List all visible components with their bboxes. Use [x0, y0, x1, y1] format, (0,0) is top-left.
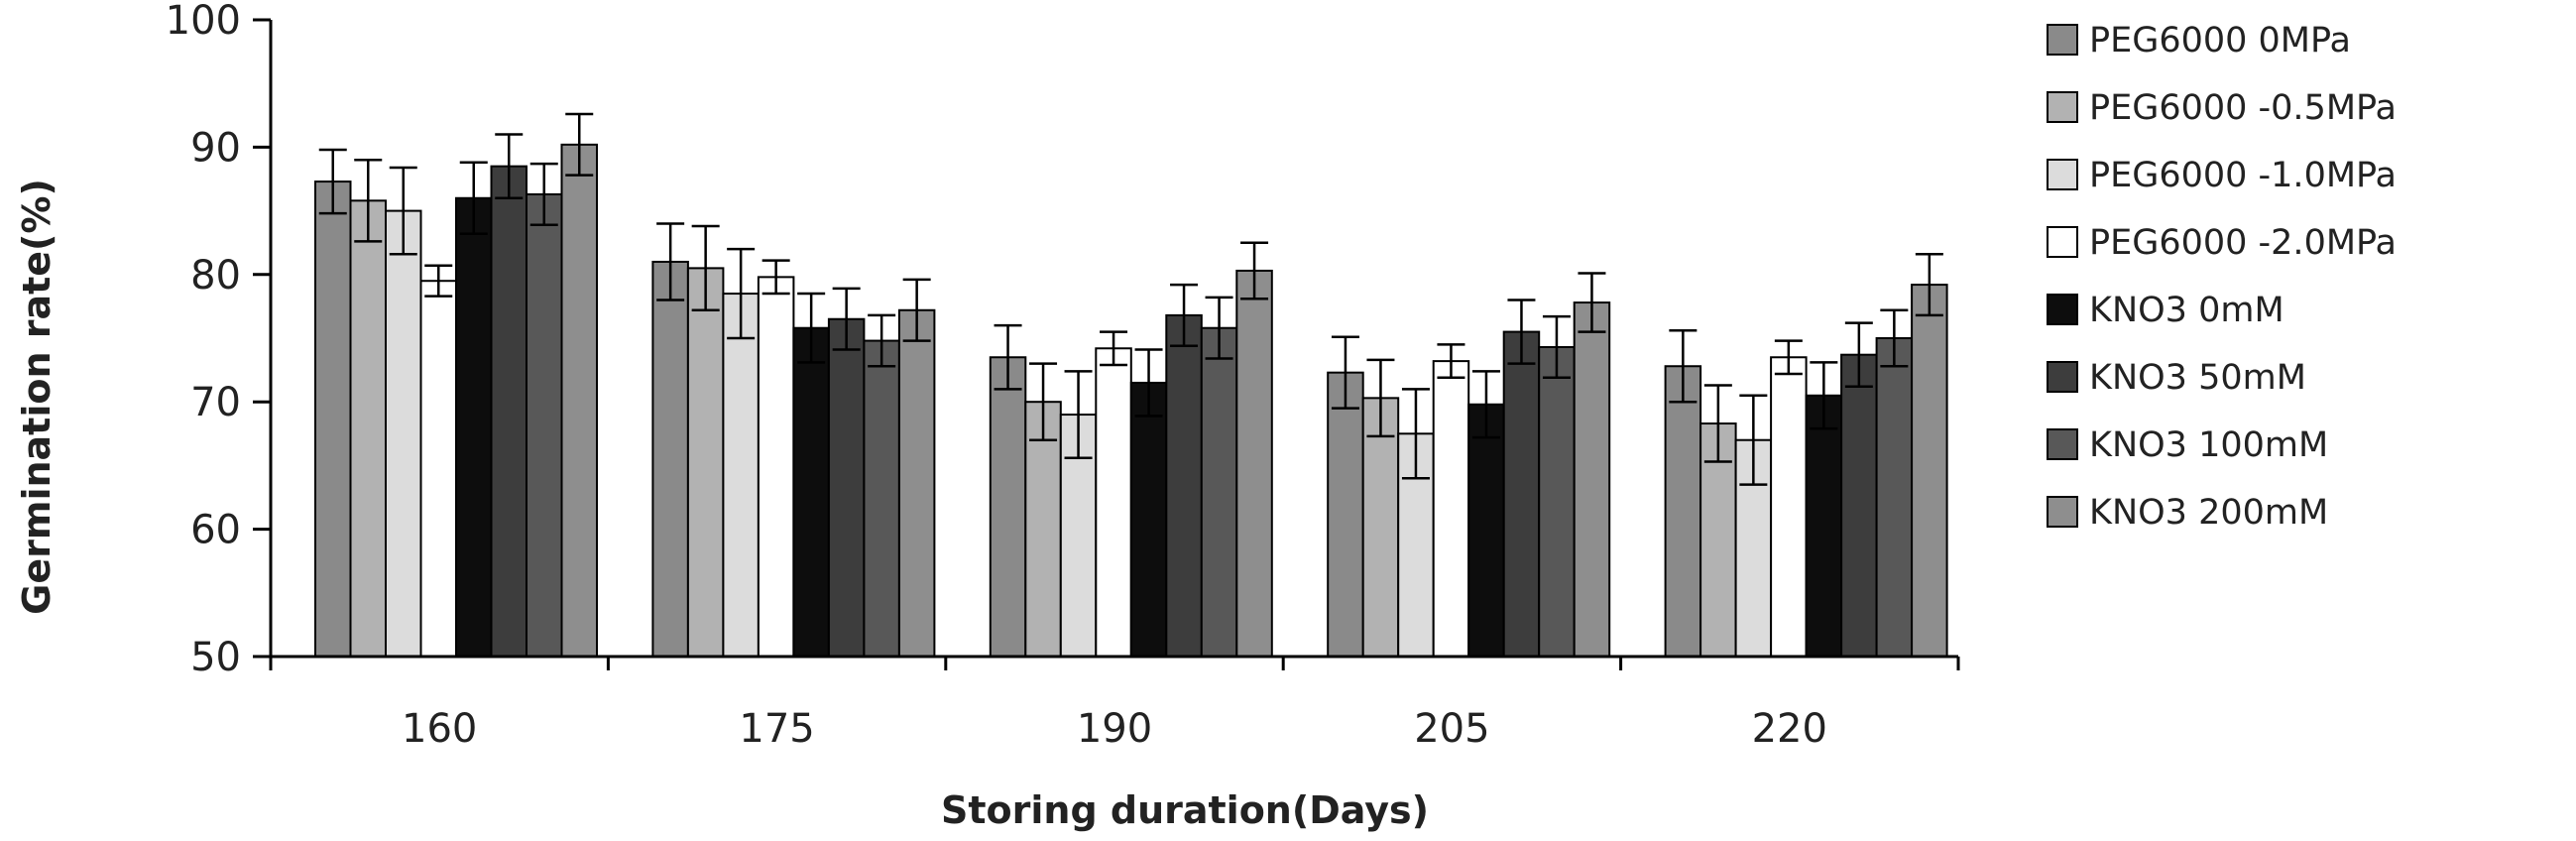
legend-label: KNO3 200mM: [2089, 493, 2328, 533]
y-tick-label: 80: [190, 253, 241, 299]
bar: [792, 326, 830, 658]
y-tick-label: 100: [166, 0, 241, 44]
legend-swatch: [2047, 496, 2078, 528]
bar: [897, 308, 936, 658]
bar: [1770, 356, 1808, 658]
bar: [686, 267, 725, 658]
legend-swatch: [2047, 91, 2078, 123]
y-ticks: 50 60 70 80 90 100: [166, 0, 271, 680]
bar: [989, 356, 1027, 658]
bar: [1875, 337, 1914, 658]
legend-swatch: [2047, 428, 2078, 460]
axes-layer: [269, 20, 1958, 659]
x-category-label: 190: [1077, 706, 1152, 752]
bar: [1840, 353, 1878, 658]
bar: [1805, 394, 1843, 658]
y-tick-label: 60: [190, 508, 241, 553]
bar: [314, 180, 352, 658]
y-tick-label: 50: [190, 635, 241, 680]
bar: [1911, 284, 1948, 658]
x-category-label: 205: [1414, 706, 1489, 752]
legend: PEG6000 0MPa PEG6000 -0.5MPa PEG6000 -1.0M…: [2047, 21, 2397, 533]
x-category-label: 175: [739, 706, 814, 752]
y-axis-title: Germination rate(%): [15, 179, 59, 615]
x-categories: 160 175 190 205 220: [269, 657, 1960, 752]
legend-swatch: [2047, 226, 2078, 258]
legend-swatch: [2047, 159, 2078, 190]
y-tick-label: 70: [190, 380, 241, 425]
legend-swatch: [2047, 24, 2078, 56]
bar: [1432, 360, 1470, 658]
legend-label: KNO3 100mM: [2089, 425, 2328, 465]
bar: [349, 199, 387, 658]
legend-swatch: [2047, 294, 2078, 325]
bar: [722, 293, 760, 658]
bar: [1327, 371, 1364, 658]
bar: [1095, 347, 1132, 658]
bar: [526, 192, 563, 659]
bar: [455, 196, 493, 658]
bar: [863, 339, 900, 658]
bar: [1467, 403, 1505, 658]
bar: [1235, 269, 1273, 658]
x-axis-title: Storing duration(Days): [941, 788, 1429, 832]
legend-swatch: [2047, 361, 2078, 393]
bar: [385, 209, 422, 658]
bar: [1664, 365, 1702, 658]
bar: [1502, 330, 1541, 658]
legend-label: KNO3 0mM: [2089, 291, 2284, 330]
bar: [1573, 301, 1611, 658]
x-category-label: 160: [402, 706, 477, 752]
legend-label: PEG6000 -0.5MPa: [2089, 88, 2397, 128]
bar: [651, 260, 689, 658]
bar: [1024, 401, 1062, 658]
bar: [757, 276, 795, 658]
legend-label: PEG6000 -2.0MPa: [2089, 223, 2397, 263]
bars-layer: [314, 112, 1948, 659]
bar: [419, 280, 457, 658]
x-category-label: 220: [1752, 706, 1827, 752]
bar: [560, 143, 598, 659]
legend-label: KNO3 50mM: [2089, 358, 2306, 398]
bar: [490, 165, 527, 658]
y-tick-label: 90: [190, 125, 241, 171]
legend-label: PEG6000 -1.0MPa: [2089, 156, 2397, 195]
bar: [1129, 381, 1168, 658]
bar: [1165, 313, 1203, 658]
bar: [827, 317, 866, 658]
bar: [1200, 326, 1238, 658]
bar: [1538, 345, 1576, 658]
legend-label: PEG6000 0MPa: [2089, 21, 2351, 60]
